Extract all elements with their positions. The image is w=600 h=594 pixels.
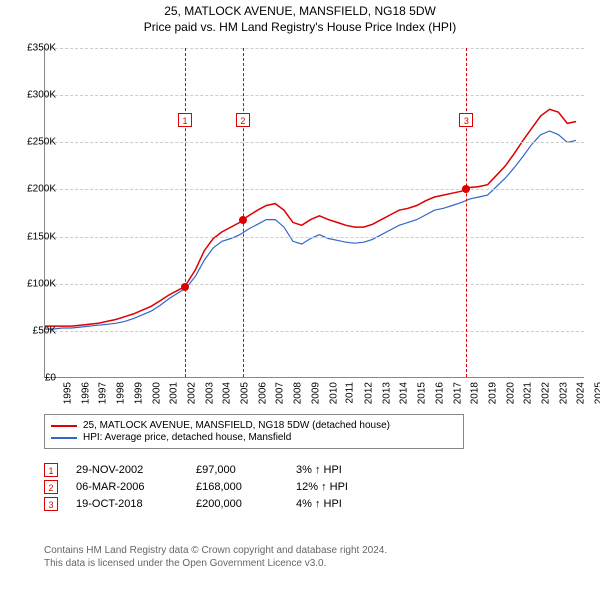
event-price: £200,000	[196, 498, 296, 510]
legend-box: 25, MATLOCK AVENUE, MANSFIELD, NG18 5DW …	[44, 414, 464, 449]
x-axis-label: 1995	[62, 382, 73, 404]
x-axis-label: 2008	[292, 382, 303, 404]
event-row: 3 19-OCT-2018£200,0004% ↑ HPI	[44, 497, 416, 511]
event-delta: 12% ↑ HPI	[296, 481, 416, 493]
reference-line	[243, 48, 244, 377]
reference-line	[185, 48, 186, 377]
x-axis-label: 2011	[345, 382, 356, 404]
event-date: 06-MAR-2006	[76, 481, 196, 493]
event-index: 1	[44, 463, 58, 477]
legend-item: HPI: Average price, detached house, Mans…	[51, 432, 457, 443]
y-axis-label: £100K	[16, 278, 56, 289]
reference-marker: 1	[178, 113, 192, 127]
y-axis-label: £350K	[16, 43, 56, 54]
x-axis-label: 2017	[452, 382, 463, 404]
x-axis-label: 2005	[239, 382, 250, 404]
line-series-svg	[45, 48, 585, 378]
event-delta: 4% ↑ HPI	[296, 498, 416, 510]
x-axis-label: 2024	[576, 382, 587, 404]
x-axis-label: 2016	[434, 382, 445, 404]
event-row: 2 06-MAR-2006£168,00012% ↑ HPI	[44, 480, 416, 494]
x-axis-label: 2010	[328, 382, 339, 404]
x-axis-label: 2003	[204, 382, 215, 404]
gridline	[45, 95, 584, 96]
x-axis-label: 2004	[222, 382, 233, 404]
series-hpi	[45, 131, 576, 329]
x-axis-label: 2002	[186, 382, 197, 404]
x-axis-label: 2009	[310, 382, 321, 404]
gridline	[45, 284, 584, 285]
reference-marker: 2	[236, 113, 250, 127]
x-axis-label: 2014	[399, 382, 410, 404]
y-axis-label: £150K	[16, 231, 56, 242]
x-axis-label: 2007	[275, 382, 286, 404]
x-axis-label: 2021	[523, 382, 534, 404]
sale-dot	[462, 185, 470, 193]
sale-dot	[181, 283, 189, 291]
legend-item: 25, MATLOCK AVENUE, MANSFIELD, NG18 5DW …	[51, 420, 457, 431]
event-date: 19-OCT-2018	[76, 498, 196, 510]
sale-events-table: 1 29-NOV-2002£97,0003% ↑ HPI 2 06-MAR-2006£…	[44, 460, 416, 514]
x-axis-label: 1996	[80, 382, 91, 404]
y-axis-label: £250K	[16, 137, 56, 148]
event-index: 3	[44, 497, 58, 511]
event-delta: 3% ↑ HPI	[296, 464, 416, 476]
x-axis-label: 1997	[98, 382, 109, 404]
chart-subtitle: Price paid vs. HM Land Registry's House …	[0, 20, 600, 34]
legend-label: HPI: Average price, detached house, Mans…	[83, 432, 291, 443]
event-price: £97,000	[196, 464, 296, 476]
x-axis-label: 2012	[363, 382, 374, 404]
x-axis-label: 2025	[593, 382, 600, 404]
legend-swatch	[51, 425, 77, 427]
x-axis-label: 2022	[540, 382, 551, 404]
gridline	[45, 48, 584, 49]
gridline	[45, 237, 584, 238]
x-axis-label: 2018	[469, 382, 480, 404]
legend-swatch	[51, 437, 77, 439]
x-axis-label: 2013	[381, 382, 392, 404]
reference-line	[466, 48, 467, 377]
event-index: 2	[44, 480, 58, 494]
x-axis-label: 2015	[416, 382, 427, 404]
y-axis-label: £0	[16, 373, 56, 384]
x-axis-label: 2000	[151, 382, 162, 404]
x-axis-label: 2001	[168, 382, 179, 404]
chart-container: 25, MATLOCK AVENUE, MANSFIELD, NG18 5DW …	[0, 4, 600, 594]
y-axis-label: £300K	[16, 90, 56, 101]
x-axis-label: 1999	[133, 382, 144, 404]
gridline	[45, 142, 584, 143]
event-row: 1 29-NOV-2002£97,0003% ↑ HPI	[44, 463, 416, 477]
x-axis-label: 1998	[115, 382, 126, 404]
y-axis-label: £200K	[16, 184, 56, 195]
chart-title: 25, MATLOCK AVENUE, MANSFIELD, NG18 5DW	[0, 4, 600, 18]
reference-marker: 3	[459, 113, 473, 127]
sale-dot	[239, 216, 247, 224]
event-date: 29-NOV-2002	[76, 464, 196, 476]
x-axis-label: 2023	[558, 382, 569, 404]
gridline	[45, 189, 584, 190]
footer-line-2: This data is licensed under the Open Gov…	[44, 557, 387, 570]
gridline	[45, 331, 584, 332]
legend-label: 25, MATLOCK AVENUE, MANSFIELD, NG18 5DW …	[83, 420, 390, 431]
x-axis-label: 2019	[487, 382, 498, 404]
footer-attribution: Contains HM Land Registry data © Crown c…	[44, 544, 387, 570]
x-axis-label: 2020	[505, 382, 516, 404]
x-axis-label: 2006	[257, 382, 268, 404]
plot-area: 1 2 3	[44, 48, 584, 378]
y-axis-label: £50K	[16, 325, 56, 336]
event-price: £168,000	[196, 481, 296, 493]
footer-line-1: Contains HM Land Registry data © Crown c…	[44, 544, 387, 557]
